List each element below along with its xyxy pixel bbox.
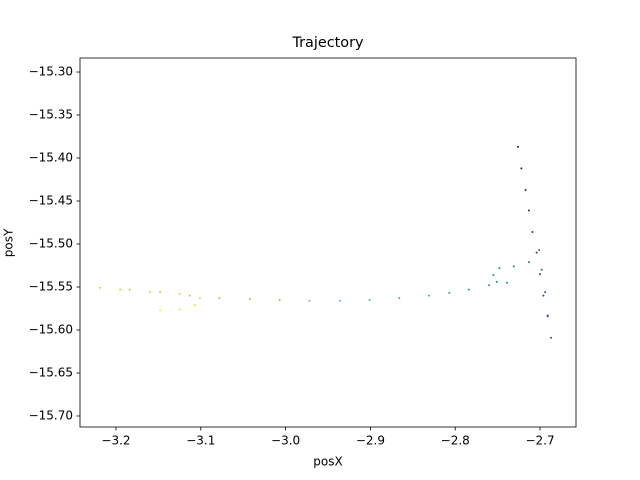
point: [193, 304, 196, 307]
point: [550, 336, 553, 339]
x-axis-label: posX: [313, 455, 342, 469]
x-tick-label: −3.0: [271, 434, 300, 448]
point: [159, 291, 162, 294]
y-axis-label: posY: [2, 228, 16, 257]
point: [488, 284, 491, 287]
point: [528, 261, 531, 264]
point: [505, 281, 508, 284]
point: [544, 291, 547, 294]
x-tick-label: −3.2: [101, 434, 130, 448]
point: [178, 292, 181, 295]
point: [278, 298, 281, 301]
point: [308, 299, 311, 302]
point: [159, 309, 162, 312]
point: [398, 297, 401, 300]
point: [178, 308, 181, 311]
x-tick-label: −3.1: [186, 434, 215, 448]
y-tick-label: −15.40: [29, 151, 73, 165]
point: [520, 167, 523, 170]
point: [198, 297, 201, 300]
point: [516, 145, 519, 148]
y-tick-label: −15.65: [29, 365, 73, 379]
point: [524, 188, 527, 191]
point: [498, 267, 501, 270]
point: [148, 291, 151, 294]
point: [448, 292, 451, 295]
y-tick-label: −15.50: [29, 237, 73, 251]
point: [128, 288, 131, 291]
point: [218, 297, 221, 300]
point: [528, 209, 531, 212]
point: [427, 294, 430, 297]
x-tick-label: −2.8: [441, 434, 470, 448]
point: [368, 298, 371, 301]
y-tick-label: −15.35: [29, 108, 73, 122]
point: [98, 286, 101, 289]
point: [538, 249, 541, 252]
point: [492, 273, 495, 276]
x-tick-label: −2.9: [356, 434, 385, 448]
point: [119, 288, 122, 291]
x-tick-label: −2.7: [525, 434, 554, 448]
point: [188, 294, 191, 297]
y-tick-label: −15.45: [29, 194, 73, 208]
point: [467, 288, 470, 291]
y-tick-label: −15.60: [29, 322, 73, 336]
point: [540, 268, 543, 271]
point: [542, 294, 545, 297]
y-tick-label: −15.55: [29, 280, 73, 294]
y-tick-label: −15.70: [29, 408, 73, 422]
point: [248, 298, 251, 301]
point: [546, 314, 549, 317]
point: [531, 230, 534, 233]
point: [539, 273, 542, 276]
axes-frame: [79, 57, 577, 428]
chart-title: Trajectory: [291, 35, 364, 51]
y-tick-label: −15.30: [29, 65, 73, 79]
point: [338, 299, 341, 302]
point: [495, 280, 498, 283]
point: [535, 251, 538, 254]
point: [512, 265, 515, 268]
